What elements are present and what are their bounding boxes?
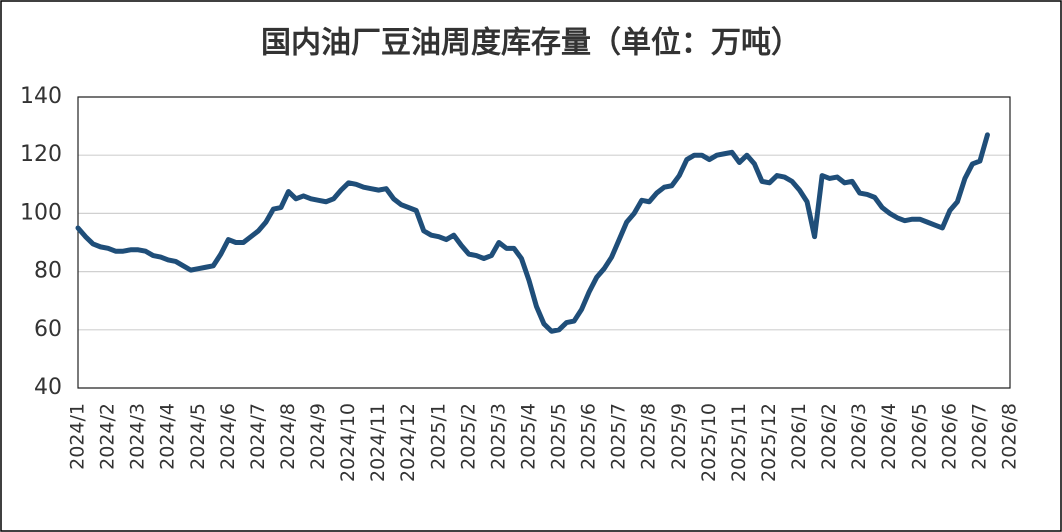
x-tick-label: 2025/11 xyxy=(728,403,750,482)
x-tick-label: 2024/1 xyxy=(67,403,89,470)
x-tick-label: 2024/10 xyxy=(337,403,359,482)
x-tick-label: 2024/9 xyxy=(307,403,329,470)
x-tick-label: 2025/8 xyxy=(638,403,660,470)
x-tick-label: 2025/7 xyxy=(608,403,630,470)
x-tick-label: 2026/5 xyxy=(908,403,930,470)
x-tick-label: 2024/7 xyxy=(247,403,269,470)
x-tick-label: 2025/5 xyxy=(548,403,570,470)
x-tick-label: 2025/10 xyxy=(698,403,720,482)
x-tick-label: 2025/12 xyxy=(758,403,780,482)
x-tick-label: 2025/6 xyxy=(578,403,600,470)
x-tick-label: 2024/5 xyxy=(187,403,209,470)
chart-title: 国内油厂豆油周度库存量（单位：万吨） xyxy=(261,26,801,61)
x-tick-label: 2026/1 xyxy=(788,403,810,470)
x-tick-label: 2024/3 xyxy=(127,403,149,470)
y-tick-label: 100 xyxy=(20,200,62,225)
x-tick-label: 2024/6 xyxy=(217,403,239,470)
x-tick-label: 2025/4 xyxy=(517,403,539,470)
x-tick-label: 2024/8 xyxy=(277,403,299,470)
y-tick-label: 60 xyxy=(34,317,62,342)
x-tick-label: 2024/11 xyxy=(367,403,389,482)
x-tick-label: 2024/12 xyxy=(397,403,419,482)
x-tick-label: 2026/7 xyxy=(968,403,990,470)
x-tick-label: 2025/3 xyxy=(487,403,509,470)
x-tick-label: 2024/4 xyxy=(157,403,179,470)
data-line xyxy=(75,132,990,334)
x-tick-label: 2025/1 xyxy=(427,403,449,470)
y-tick-label: 40 xyxy=(34,375,62,400)
x-tick-label: 2025/2 xyxy=(457,403,479,470)
x-tick-label: 2026/2 xyxy=(818,403,840,470)
y-tick-label: 140 xyxy=(20,84,62,109)
x-tick-label: 2026/3 xyxy=(848,403,870,470)
x-tick-label: 2025/9 xyxy=(668,403,690,470)
x-tick-label: 2026/4 xyxy=(878,403,900,470)
y-tick-label: 80 xyxy=(34,259,62,284)
x-tick-label: 2024/2 xyxy=(97,403,119,470)
plot-border xyxy=(77,96,1011,389)
x-tick-label: 2026/6 xyxy=(938,403,960,470)
x-tick-label: 2026/8 xyxy=(999,403,1021,470)
y-tick-label: 120 xyxy=(20,142,62,167)
